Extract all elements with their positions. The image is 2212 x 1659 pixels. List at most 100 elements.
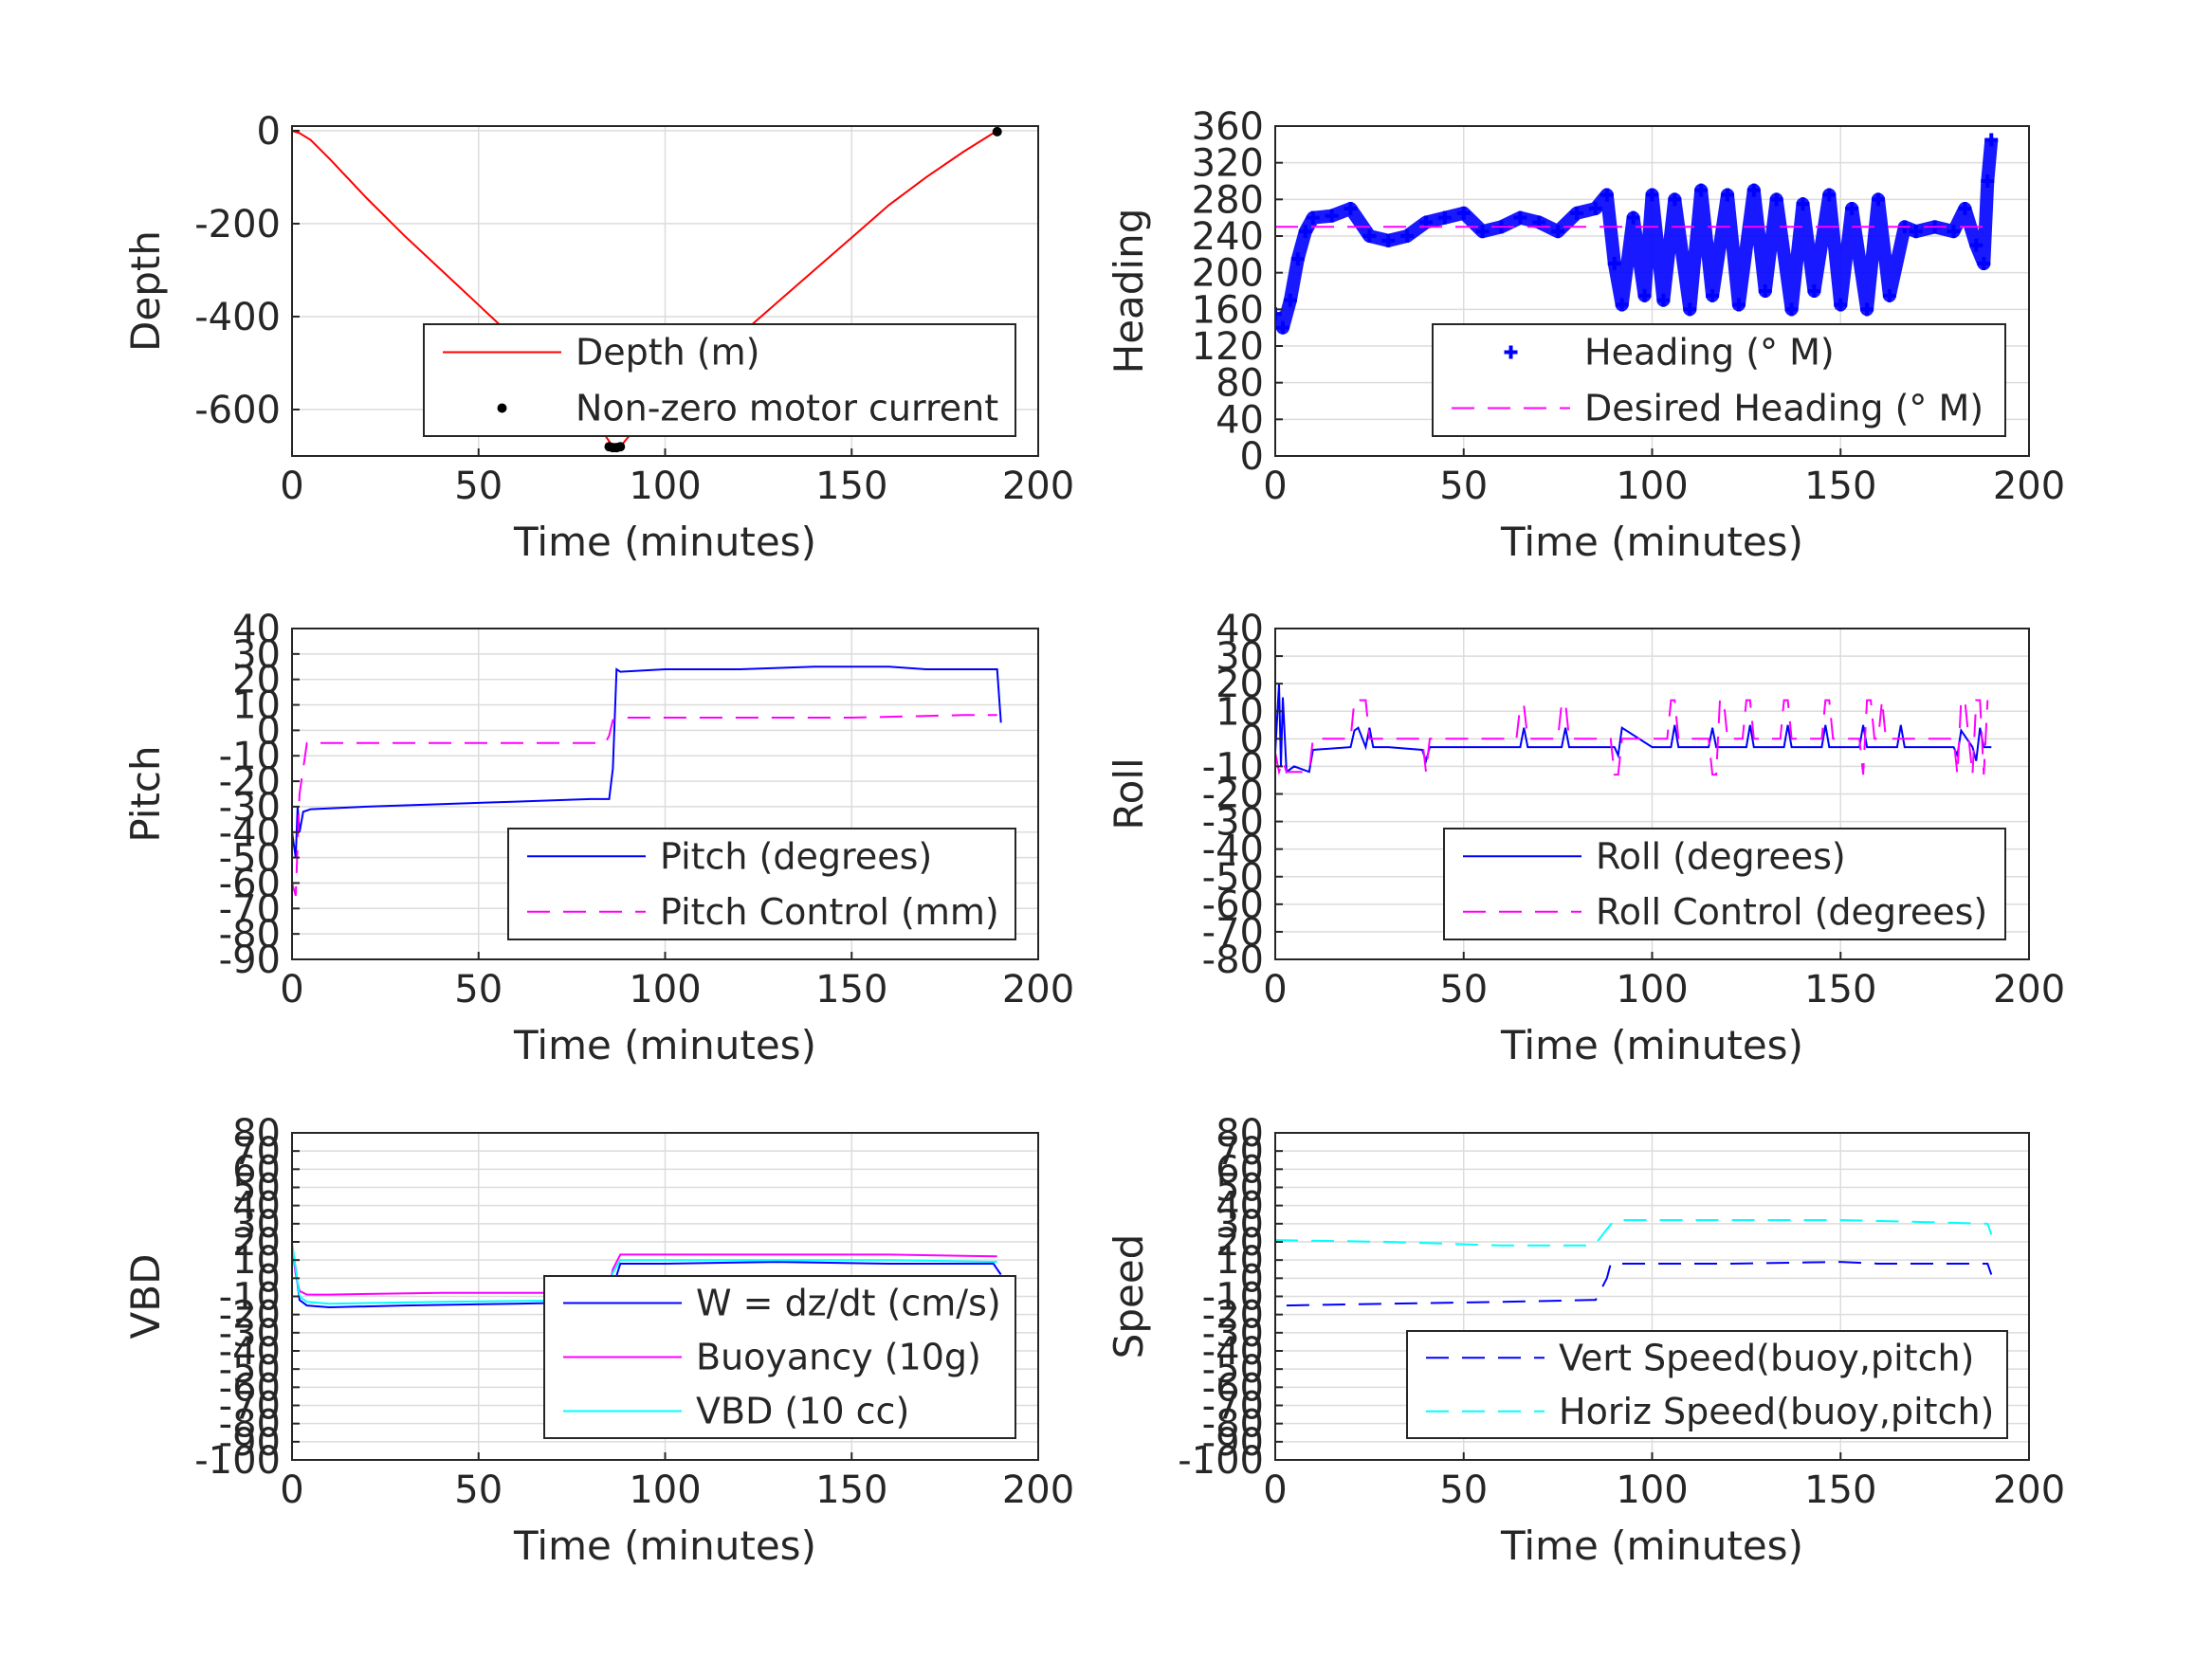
legend-label: Pitch (degrees) (660, 835, 932, 877)
legend-label: Roll (degrees) (1596, 835, 1846, 877)
y-tick-label: -40 (219, 811, 281, 855)
y-tick-label: 280 (1192, 178, 1264, 222)
series-0-point (1882, 288, 1896, 302)
series-0-point (1668, 192, 1682, 207)
series-0-point (1551, 225, 1565, 239)
y-tick-label: -90 (1202, 1421, 1264, 1465)
legend-label: Horiz Speed(buoy,pitch) (1559, 1391, 1994, 1432)
y-tick-label: 320 (1192, 142, 1264, 186)
x-tick-label: 100 (629, 465, 701, 508)
legend: Depth (m) Non-zero motor current (423, 323, 1016, 437)
y-tick-label: -50 (219, 1348, 281, 1392)
legend-swatch (1504, 345, 1518, 359)
legend-label: W = dz/dt (cm/s) (696, 1283, 1001, 1324)
y-tick-label: -80 (219, 913, 281, 957)
series-0-point (1834, 298, 1848, 312)
series-0-point (1860, 302, 1874, 317)
y-tick-label: 160 (1192, 288, 1264, 332)
legend-box (1443, 828, 2006, 940)
y-tick-label: 120 (1192, 325, 1264, 369)
y-tick-label: 20 (232, 1221, 281, 1265)
x-tick-label: 100 (1616, 968, 1688, 1012)
series-0-point (1437, 210, 1452, 225)
legend: W = dz/dt (cm/s) Buoyancy (10g) VBD (10 cc… (543, 1275, 1016, 1439)
x-tick-label: 200 (1993, 1468, 2065, 1512)
y-tick-label: 0 (1240, 1257, 1264, 1301)
y-tick-label: 60 (232, 1148, 281, 1192)
y-tick-label: 80 (1216, 362, 1264, 406)
legend-label: VBD (10 cc) (696, 1391, 909, 1432)
chart-speed: 0 50 100 150 20080706050403020100-10-20-30-4… (1106, 1112, 2065, 1569)
series-0-line (1286, 1261, 1993, 1307)
y-tick-label: -10 (1202, 745, 1264, 789)
series-0-point (1958, 202, 1972, 215)
y-tick-label: -20 (219, 760, 281, 804)
y-tick-label: -10 (219, 735, 281, 778)
series-0-point (1283, 293, 1297, 307)
y-tick-label: 0 (257, 110, 281, 154)
y-tick-label: 80 (232, 1112, 281, 1156)
y-tick-label: -20 (1202, 1294, 1264, 1338)
y-tick-label: -50 (1202, 1348, 1264, 1392)
y-tick-label: -80 (219, 1403, 281, 1447)
y-axis-label: Roll (1106, 757, 1152, 830)
series-0-point (1306, 210, 1320, 225)
y-tick-label: 360 (1192, 105, 1264, 149)
series-0-point (1381, 233, 1396, 247)
x-tick-label: 50 (1439, 1468, 1488, 1512)
series-0-point (1872, 192, 1885, 207)
y-tick-label: -40 (1202, 829, 1264, 872)
legend-box (423, 323, 1016, 437)
x-tick-label: 200 (1993, 465, 2065, 508)
legend: Vert Speed(buoy,pitch) Horiz Speed(buoy,p… (1406, 1330, 2008, 1439)
y-tick-label: -60 (219, 862, 281, 905)
series-0-point (1807, 284, 1821, 298)
series-0-point (1656, 293, 1671, 307)
x-tick-label: 150 (815, 465, 887, 508)
legend-label: Pitch Control (mm) (660, 891, 999, 933)
series-0-point (1456, 206, 1471, 220)
series-0-point (1947, 225, 1961, 239)
series-group (292, 665, 1002, 897)
y-tick-label: 0 (1240, 435, 1264, 479)
x-tick-label: 0 (1263, 1468, 1287, 1512)
x-tick-label: 200 (1002, 465, 1074, 508)
y-tick-label: -70 (1202, 911, 1264, 955)
y-tick-label: -70 (1202, 1385, 1264, 1429)
legend-swatch (497, 403, 507, 413)
y-axis-label: VBD (122, 1254, 169, 1340)
y-tick-label: -10 (219, 1276, 281, 1320)
y-tick-label: 50 (232, 1167, 281, 1211)
series-group (1275, 1219, 1993, 1307)
y-tick-label: 10 (1216, 1239, 1264, 1283)
series-0-point (1645, 188, 1659, 202)
x-tick-label: 100 (1616, 465, 1688, 508)
y-tick-label: 0 (257, 709, 281, 753)
y-axis-label: Speed (1106, 1234, 1152, 1359)
chart-pitch: 0 50 100 150 200403020100-10-20-30-40-50-60-… (122, 608, 1074, 1068)
y-tick-label: 10 (232, 1239, 281, 1283)
x-axis-label: Time (minutes) (513, 1022, 816, 1068)
series-0-point (1845, 202, 1859, 215)
series-1-line (292, 714, 997, 897)
series-0-point (1600, 188, 1614, 202)
y-tick-label: 60 (1216, 1148, 1264, 1192)
series-0-point (1626, 210, 1640, 225)
y-tick-label: -80 (1202, 939, 1264, 982)
series-0-point (1362, 229, 1377, 243)
series-0-point (1615, 298, 1629, 312)
y-tick-label: 30 (232, 1203, 281, 1247)
y-tick-label: -600 (194, 389, 281, 432)
x-tick-label: 100 (629, 1468, 701, 1512)
legend: Heading (° M) Desired Heading (° M) (1432, 323, 2006, 437)
x-axis-label: Time (minutes) (513, 1522, 816, 1569)
y-tick-label: -40 (1202, 1330, 1264, 1374)
series-0-point (1977, 257, 1991, 270)
x-tick-label: 0 (280, 968, 303, 1012)
y-tick-label: -70 (219, 1385, 281, 1429)
y-tick-label: 30 (232, 633, 281, 677)
legend-label: Non-zero motor current (576, 388, 998, 429)
x-tick-label: 200 (1002, 1468, 1074, 1512)
series-0-point (1607, 257, 1621, 270)
